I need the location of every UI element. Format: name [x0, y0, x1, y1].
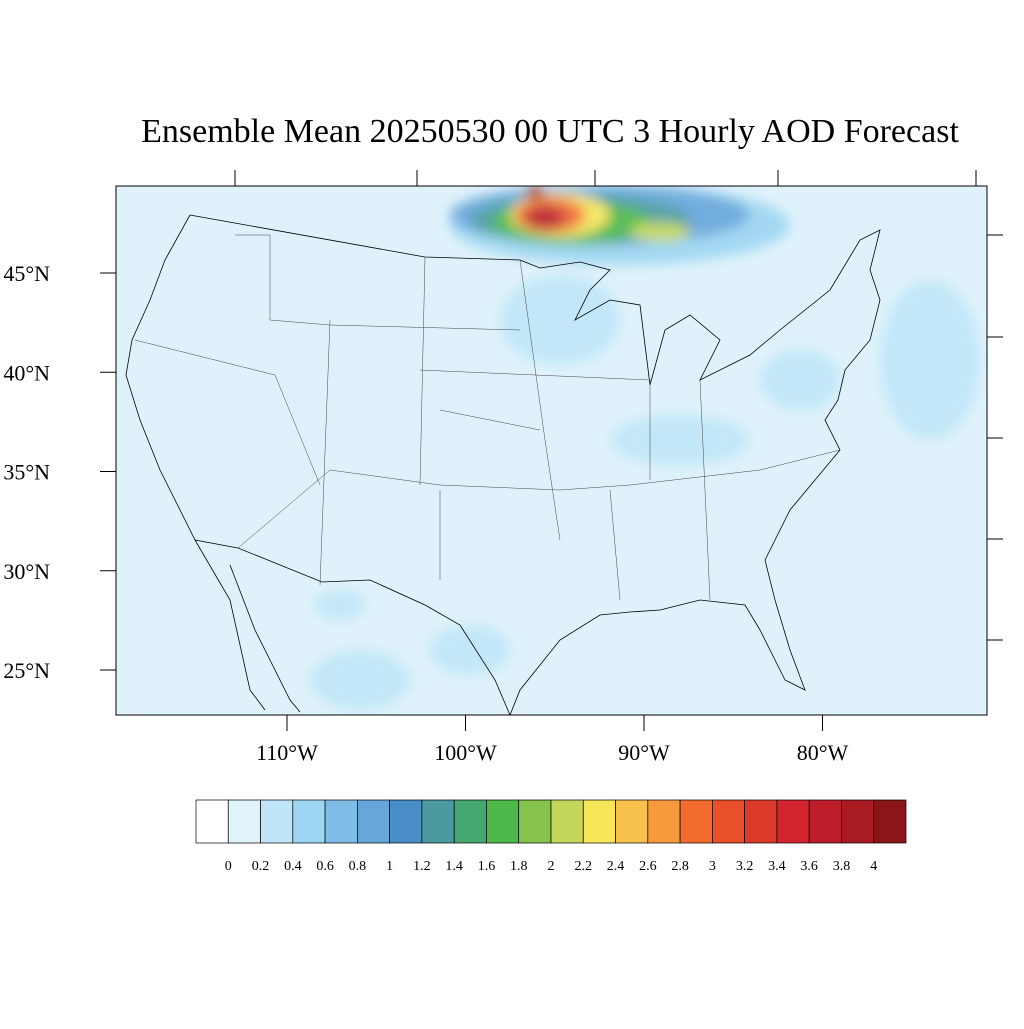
colorbar-box — [389, 799, 423, 844]
colorbar-box — [679, 799, 713, 844]
colorbar-label: 0 — [225, 859, 232, 874]
map-frame — [115, 185, 988, 716]
lat-label: 40°N — [3, 360, 50, 385]
state-borders — [134, 234, 841, 601]
colorbar-label: 1.8 — [510, 859, 528, 874]
colorbar-box — [421, 799, 455, 844]
colorbar-label: 1.2 — [413, 859, 431, 874]
colorbar-box — [550, 799, 584, 844]
colorbar-box — [260, 799, 294, 844]
colorbar-label: 3.4 — [768, 859, 786, 874]
colorbar-label: 1.6 — [478, 859, 496, 874]
colorbar-box — [744, 799, 778, 844]
lon-label: 110°W — [256, 740, 318, 765]
colorbar-label: 1.4 — [445, 859, 463, 874]
colorbar-label: 3 — [709, 859, 716, 874]
coastlines — [125, 214, 881, 716]
colorbar-label: 3.6 — [800, 859, 818, 874]
colorbar-label: 2 — [548, 859, 555, 874]
title: Ensemble Mean 20250530 00 UTC 3 Hourly A… — [141, 113, 959, 150]
colorbar-box — [582, 799, 616, 844]
colorbar-box — [518, 799, 552, 844]
colorbar-label: 2.6 — [639, 859, 657, 874]
lat-label: 45°N — [3, 261, 50, 286]
colorbar-box — [324, 799, 358, 844]
colorbar-box — [647, 799, 681, 844]
colorbar-box — [873, 799, 907, 844]
lon-label: 100°W — [434, 740, 497, 765]
colorbar-label: 0.8 — [349, 859, 367, 874]
colorbar-label: 2.4 — [607, 859, 625, 874]
colorbar-label: 0.2 — [252, 859, 270, 874]
map-background — [116, 186, 987, 715]
colorbar-box — [227, 799, 261, 844]
colorbar-box — [615, 799, 649, 844]
colorbar-box — [357, 799, 390, 844]
lat-label: 30°N — [3, 559, 50, 584]
colorbar-label: 4 — [870, 859, 877, 874]
colorbar-label: 2.2 — [575, 859, 593, 874]
colorbar-box — [808, 799, 842, 844]
lon-label: 90°W — [618, 740, 670, 765]
colorbar-box — [292, 799, 326, 844]
aod-field — [310, 186, 980, 710]
colorbar-box — [486, 799, 520, 844]
colorbar-label: 3.2 — [736, 859, 754, 874]
lat-label: 25°N — [3, 658, 50, 683]
colorbar-box — [712, 799, 745, 844]
colorbar-box — [841, 799, 875, 844]
lat-label: 35°N — [3, 460, 50, 485]
colorbar-box — [776, 799, 810, 844]
colorbar-label: 2.8 — [671, 859, 689, 874]
lon-label: 80°W — [797, 740, 849, 765]
colorbar-box — [195, 799, 229, 844]
colorbar-box — [453, 799, 487, 844]
colorbar-label: 0.6 — [316, 859, 334, 874]
colorbar-label: 0.4 — [284, 859, 302, 874]
frame-ticks — [234, 170, 1003, 641]
colorbar-label: 1 — [386, 859, 393, 874]
colorbar-label: 3.8 — [833, 859, 851, 874]
